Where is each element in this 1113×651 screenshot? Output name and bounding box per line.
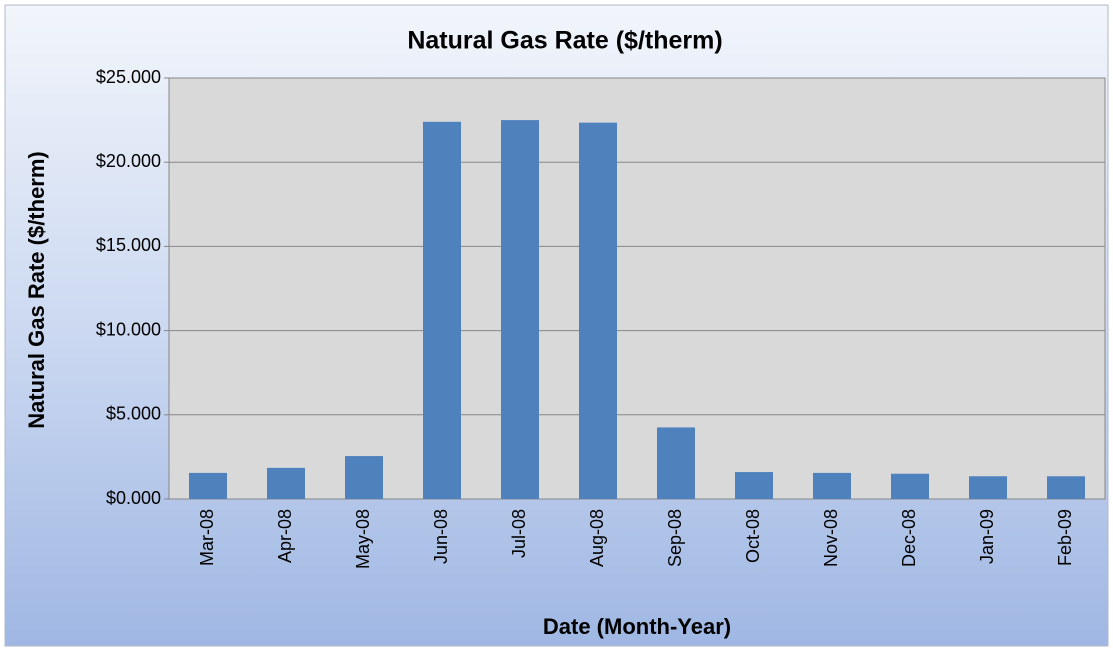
x-tick-label: Aug-08 xyxy=(587,509,607,567)
y-tick-label: $15.000 xyxy=(96,235,161,255)
y-tick-label: $0.000 xyxy=(106,488,161,508)
y-axis-title: Natural Gas Rate ($/therm) xyxy=(24,151,49,429)
bar xyxy=(813,472,851,499)
x-axis-title: Date (Month-Year) xyxy=(543,614,731,639)
bar xyxy=(189,472,227,499)
x-tick-label: Apr-08 xyxy=(275,509,295,563)
bar xyxy=(969,476,1007,499)
y-tick-label: $20.000 xyxy=(96,151,161,171)
y-tick-label: $10.000 xyxy=(96,319,161,339)
plot-area xyxy=(168,77,1106,500)
bar xyxy=(1047,476,1085,499)
bar xyxy=(345,456,383,499)
x-tick-label: Jul-08 xyxy=(509,509,529,558)
x-tick-label: Mar-08 xyxy=(197,509,217,566)
bar xyxy=(501,120,539,499)
x-tick-label: Sep-08 xyxy=(665,509,685,567)
bar xyxy=(657,427,695,499)
x-tick-label: Jan-09 xyxy=(977,509,997,564)
x-tick-label: Nov-08 xyxy=(821,509,841,567)
chart-title: Natural Gas Rate ($/therm) xyxy=(407,27,722,55)
bar xyxy=(891,473,929,499)
x-tick-label: Oct-08 xyxy=(743,509,763,563)
y-tick-label: $25.000 xyxy=(96,67,161,87)
bar xyxy=(579,122,617,499)
x-tick-label: Jun-08 xyxy=(431,509,451,564)
bar xyxy=(267,467,305,499)
x-tick-label: May-08 xyxy=(353,509,373,569)
bar xyxy=(735,472,773,499)
bar xyxy=(423,121,461,499)
x-tick-label: Feb-09 xyxy=(1055,509,1075,566)
x-tick-label: Dec-08 xyxy=(899,509,919,567)
y-tick-label: $5.000 xyxy=(106,404,161,424)
